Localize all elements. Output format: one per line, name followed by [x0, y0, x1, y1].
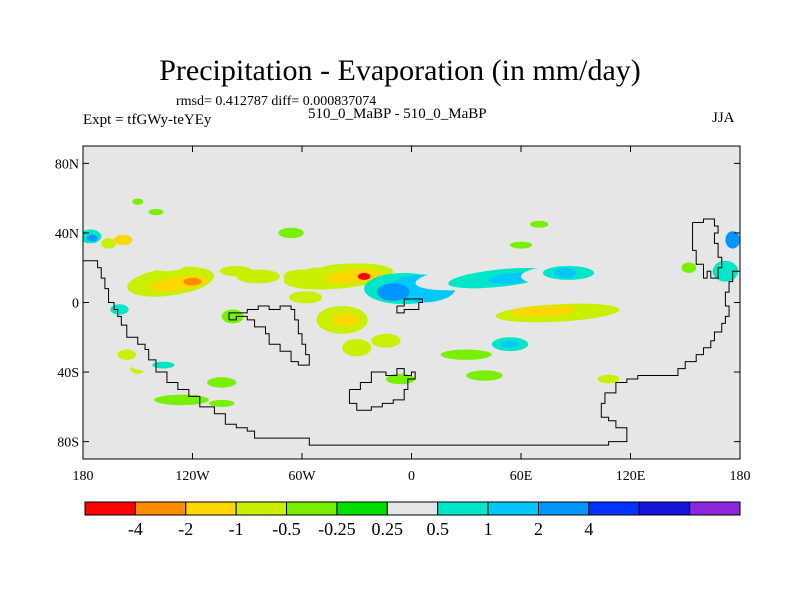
- field-anomaly-blob: [207, 377, 237, 388]
- field-anomaly-blob: [156, 252, 208, 263]
- field-anomaly-blob: [117, 349, 136, 360]
- colorbar-swatch: [437, 501, 489, 516]
- lon-tick-label: 0: [408, 469, 415, 484]
- comparison-label: 510_0_MaBP - 510_0_MaBP: [308, 106, 487, 122]
- lon-tick-label: 120E: [616, 469, 646, 484]
- field-anomaly-blob: [236, 269, 281, 284]
- colorbar-label: -0.5: [272, 519, 301, 539]
- colorbar-swatch: [84, 501, 136, 516]
- field-anomaly-blob: [110, 304, 129, 315]
- colorbar-swatch: [235, 501, 288, 516]
- field-anomaly-blob: [183, 277, 202, 286]
- field-anomaly-blob: [152, 361, 175, 369]
- colorbar-swatch: [689, 501, 741, 516]
- field-anomaly-blob: [371, 333, 401, 348]
- field-anomaly-blob: [440, 349, 492, 360]
- coastline: [692, 218, 723, 279]
- lon-tick-label: 120W: [175, 469, 210, 484]
- coastline-layer: [83, 218, 740, 446]
- field-anomaly-blob: [294, 239, 332, 258]
- colorbar-label: -0.25: [318, 519, 356, 539]
- season-label: JJA: [712, 110, 735, 126]
- coastline: [348, 368, 416, 411]
- field-anomaly-blob: [725, 231, 740, 249]
- lon-tick-label: 60W: [288, 469, 316, 484]
- colorbar-label: 4: [584, 519, 593, 539]
- lat-tick-label: 40S: [57, 366, 79, 381]
- lat-tick-label: 80N: [55, 157, 79, 172]
- field-anomaly-blob: [114, 234, 133, 246]
- field-anomaly-blob: [342, 339, 372, 357]
- contour-field: [83, 198, 740, 411]
- field-anomaly-blob: [357, 272, 371, 280]
- lon-tick-label: 180: [730, 469, 751, 484]
- field-anomaly-blob: [626, 373, 657, 385]
- colorbar-swatch: [185, 501, 237, 516]
- colorbar-swatch: [386, 501, 439, 516]
- field-anomaly-blob: [83, 278, 102, 306]
- field-anomaly-blob: [510, 305, 576, 317]
- colorbar-swatch: [336, 501, 388, 516]
- colorbar-swatch: [487, 501, 539, 516]
- colorbar-label: 0.25: [372, 519, 404, 539]
- field-anomaly-blob: [466, 370, 503, 381]
- stats-line: rmsd= 0.412787 diff= 0.000837074: [176, 94, 377, 109]
- lat-tick-label: 0: [72, 297, 79, 312]
- field-anomaly-blob: [376, 283, 410, 301]
- field-anomaly-blob: [597, 374, 620, 384]
- field-anomaly-blob: [429, 372, 467, 383]
- coastline: [83, 260, 740, 446]
- field-anomaly-blob: [86, 234, 98, 242]
- field-anomaly-blob: [289, 291, 323, 304]
- field-anomaly-blob: [681, 262, 697, 273]
- field-anomaly-blob: [278, 227, 304, 239]
- colorbar-label: 1: [484, 519, 493, 539]
- field-anomaly-blob: [154, 394, 209, 406]
- field-anomaly-blob: [101, 238, 116, 249]
- lat-tick-label: 40N: [55, 227, 79, 242]
- field-anomaly-blob: [324, 269, 383, 284]
- colorbar-label: 0.5: [426, 519, 449, 539]
- coastline: [396, 298, 423, 314]
- colorbar-label: -1: [229, 519, 244, 539]
- field-anomaly-blob: [208, 399, 235, 407]
- field-anomaly-blob: [148, 208, 164, 216]
- field-anomaly-blob: [712, 260, 739, 282]
- field-anomaly-blob: [530, 220, 549, 228]
- lat-tick-label: 80S: [57, 436, 79, 451]
- colorbar-label: -2: [178, 519, 193, 539]
- lon-tick-label: 60E: [510, 469, 533, 484]
- field-anomaly-blob: [132, 198, 144, 205]
- colorbar: -4 -2 -1 -0.5 -0.25 0.25 0.5 1 2 4: [84, 501, 741, 539]
- field-anomaly-blob: [500, 340, 520, 348]
- field-anomaly-blob: [699, 292, 737, 320]
- colorbar-swatch: [537, 501, 590, 516]
- colorbar-label: -4: [128, 519, 143, 539]
- field-anomaly-blob: [305, 260, 328, 268]
- colorbar-swatch: [286, 501, 338, 516]
- field-anomaly-blob: [126, 403, 149, 411]
- field-anomaly-blob: [510, 241, 532, 249]
- colorbar-swatch: [588, 501, 640, 516]
- experiment-label: Expt = tfGWy-teYEy: [83, 112, 212, 128]
- map-axes: 80N 40N 0 40S 80S 180 120W 60W 0 60E 120E 180: [55, 146, 751, 484]
- colorbar-label: 2: [534, 519, 543, 539]
- lon-tick-label: 180: [73, 469, 94, 484]
- map-title: Precipitation - Evaporation (in mm/day): [159, 54, 641, 87]
- field-anomaly-blob: [553, 267, 576, 279]
- field-anomaly-blob: [411, 326, 448, 341]
- field-anomaly-blob: [659, 366, 682, 378]
- field-anomaly-blob: [333, 312, 359, 327]
- colorbar-swatch: [134, 501, 187, 516]
- field-anomaly-blob: [604, 339, 649, 357]
- colorbar-swatch: [638, 501, 691, 516]
- field-anomaly-blob: [502, 366, 532, 378]
- coastline: [228, 305, 310, 366]
